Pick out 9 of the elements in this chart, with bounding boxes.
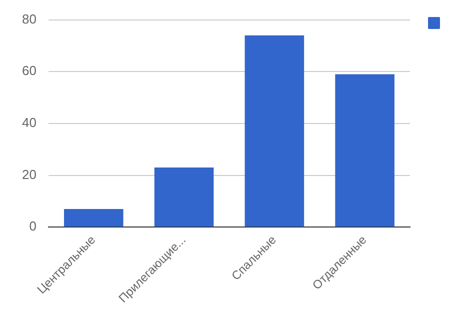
y-tick-label: 40 (22, 115, 36, 130)
bar (244, 35, 304, 227)
bar (154, 167, 214, 227)
y-tick-label: 20 (22, 166, 36, 182)
bar (335, 74, 394, 227)
y-tick-label: 0 (29, 218, 36, 234)
y-tick-label: 80 (22, 11, 36, 26)
y-tick-label: 60 (22, 63, 36, 78)
bar (64, 208, 124, 227)
